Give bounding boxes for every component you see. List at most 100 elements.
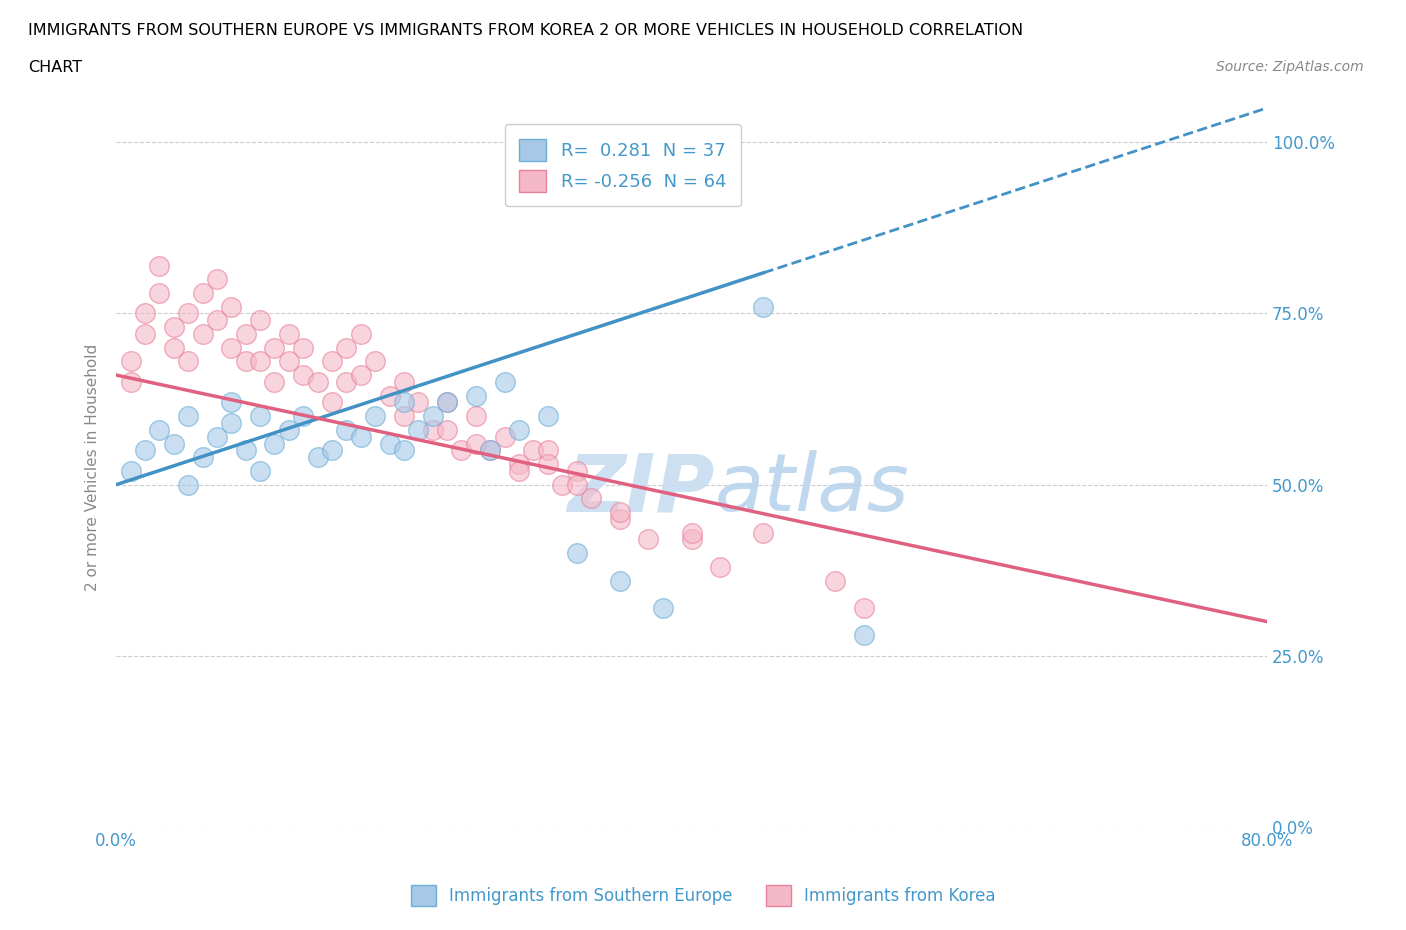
Point	[853, 628, 876, 643]
Point	[364, 354, 387, 369]
Point	[392, 395, 415, 410]
Point	[205, 430, 228, 445]
Point	[249, 312, 271, 327]
Point	[479, 443, 502, 458]
Point	[392, 408, 415, 423]
Point	[551, 477, 574, 492]
Point	[177, 306, 200, 321]
Legend: Immigrants from Southern Europe, Immigrants from Korea: Immigrants from Southern Europe, Immigra…	[404, 879, 1002, 912]
Point	[350, 430, 373, 445]
Point	[681, 525, 703, 540]
Point	[321, 354, 343, 369]
Point	[277, 422, 299, 437]
Point	[508, 422, 530, 437]
Point	[651, 601, 673, 616]
Point	[609, 573, 631, 588]
Point	[249, 354, 271, 369]
Point	[422, 408, 444, 423]
Point	[464, 436, 486, 451]
Point	[235, 326, 257, 341]
Point	[177, 477, 200, 492]
Point	[464, 408, 486, 423]
Point	[537, 408, 560, 423]
Point	[436, 395, 458, 410]
Point	[709, 559, 731, 574]
Point	[221, 395, 243, 410]
Point	[479, 443, 502, 458]
Point	[565, 546, 588, 561]
Point	[277, 326, 299, 341]
Point	[350, 367, 373, 382]
Point	[120, 354, 142, 369]
Point	[235, 443, 257, 458]
Point	[752, 525, 775, 540]
Point	[522, 443, 544, 458]
Point	[221, 416, 243, 431]
Point	[609, 512, 631, 526]
Point	[263, 340, 285, 355]
Point	[163, 436, 186, 451]
Point	[565, 463, 588, 478]
Point	[392, 375, 415, 390]
Point	[134, 326, 156, 341]
Point	[163, 320, 186, 335]
Point	[436, 422, 458, 437]
Point	[364, 408, 387, 423]
Point	[148, 258, 170, 272]
Point	[120, 375, 142, 390]
Point	[221, 340, 243, 355]
Point	[609, 505, 631, 520]
Text: Source: ZipAtlas.com: Source: ZipAtlas.com	[1216, 60, 1364, 74]
Point	[191, 286, 214, 300]
Y-axis label: 2 or more Vehicles in Household: 2 or more Vehicles in Household	[86, 344, 100, 591]
Point	[378, 388, 401, 403]
Point	[307, 375, 329, 390]
Point	[292, 367, 315, 382]
Point	[579, 491, 602, 506]
Point	[335, 340, 357, 355]
Point	[408, 395, 430, 410]
Point	[321, 395, 343, 410]
Point	[177, 354, 200, 369]
Text: atlas: atlas	[714, 450, 910, 528]
Legend: R=  0.281  N = 37, R= -0.256  N = 64: R= 0.281 N = 37, R= -0.256 N = 64	[505, 125, 741, 206]
Point	[494, 430, 516, 445]
Point	[752, 299, 775, 314]
Point	[450, 443, 472, 458]
Point	[681, 532, 703, 547]
Point	[163, 340, 186, 355]
Point	[263, 375, 285, 390]
Point	[436, 395, 458, 410]
Text: ZIP: ZIP	[567, 450, 714, 528]
Point	[134, 443, 156, 458]
Point	[235, 354, 257, 369]
Point	[350, 326, 373, 341]
Point	[508, 463, 530, 478]
Point	[205, 312, 228, 327]
Point	[378, 436, 401, 451]
Point	[508, 457, 530, 472]
Point	[277, 354, 299, 369]
Point	[335, 375, 357, 390]
Point	[494, 375, 516, 390]
Point	[565, 477, 588, 492]
Point	[120, 463, 142, 478]
Point	[263, 436, 285, 451]
Point	[205, 272, 228, 286]
Point	[177, 408, 200, 423]
Point	[249, 463, 271, 478]
Point	[321, 443, 343, 458]
Text: CHART: CHART	[28, 60, 82, 75]
Point	[191, 326, 214, 341]
Point	[422, 422, 444, 437]
Point	[148, 422, 170, 437]
Point	[249, 408, 271, 423]
Point	[637, 532, 659, 547]
Point	[292, 408, 315, 423]
Point	[824, 573, 846, 588]
Point	[408, 422, 430, 437]
Point	[221, 299, 243, 314]
Point	[853, 601, 876, 616]
Text: IMMIGRANTS FROM SOUTHERN EUROPE VS IMMIGRANTS FROM KOREA 2 OR MORE VEHICLES IN H: IMMIGRANTS FROM SOUTHERN EUROPE VS IMMIG…	[28, 23, 1024, 38]
Point	[134, 306, 156, 321]
